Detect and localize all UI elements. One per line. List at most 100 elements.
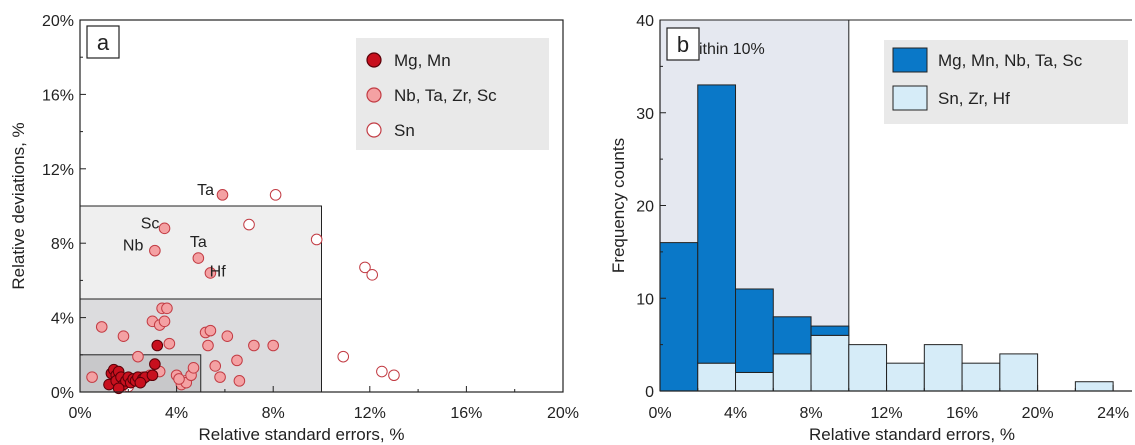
point-pink-26 — [221, 330, 234, 343]
bar-mg-mn-nb-ta-sc-3 — [772, 316, 812, 355]
point-pink-23 — [204, 324, 217, 337]
panel-label-a-box — [86, 25, 120, 59]
annotation-a-3: Ta — [190, 234, 207, 251]
y-tick-label-a-0: 0% — [51, 385, 74, 402]
point-dark-17 — [149, 358, 161, 370]
point-dark-16 — [112, 382, 125, 395]
y-tick-label-a-4: 16% — [42, 87, 74, 104]
point-pink-20 — [187, 362, 200, 374]
point-pink-2 — [149, 244, 161, 257]
y-axis-title-b: Frequency counts — [609, 138, 628, 273]
point-open-2 — [310, 233, 323, 246]
legend-a-marker-0 — [366, 52, 382, 68]
point-dark-19 — [146, 369, 159, 382]
x-tick-label-a-0: 0% — [68, 405, 91, 422]
x-tick-label-b-1: 4% — [724, 405, 747, 422]
bar-sn-zr-hf-6 — [886, 362, 925, 392]
legend-b-swatch-1 — [892, 85, 928, 111]
legend-a-marker-2 — [366, 122, 382, 138]
y-tick-label-a-1: 4% — [51, 311, 74, 328]
point-pink-1 — [158, 222, 171, 235]
legend-b-swatch-0 — [892, 47, 928, 73]
bar-sn-zr-hf-2 — [735, 371, 774, 392]
legend-a-bg — [356, 38, 549, 150]
point-pink-4 — [204, 267, 217, 279]
point-dark-20 — [134, 376, 147, 389]
point-pink-33 — [173, 373, 185, 385]
bar-mg-mn-nb-ta-sc-2 — [735, 288, 774, 373]
bar-mg-mn-nb-ta-sc-0 — [659, 242, 699, 392]
shaded-region-label-b: within 10% — [686, 41, 764, 58]
point-open-0 — [269, 189, 282, 201]
x-tick-label-b-2: 8% — [799, 405, 822, 422]
point-pink-8 — [132, 350, 144, 363]
bar-sn-zr-hf-5 — [848, 344, 888, 392]
y-tick-label-a-5: 20% — [42, 13, 74, 30]
bar-sn-zr-hf-4 — [810, 334, 850, 392]
point-pink-25 — [214, 371, 226, 383]
bar-mg-mn-nb-ta-sc-1 — [697, 84, 737, 364]
bar-sn-zr-hf-11 — [1074, 381, 1114, 392]
point-open-3 — [359, 261, 371, 274]
bar-sn-zr-hf-8 — [961, 362, 1001, 392]
y-tick-label-a-2: 8% — [51, 236, 74, 253]
bar-sn-zr-hf-1 — [697, 362, 737, 392]
y-tick-label-a-3: 12% — [42, 162, 74, 179]
point-pink-24 — [209, 360, 222, 372]
legend-a-label-2: Sn — [394, 121, 415, 140]
x-axis-title-b: Relative standard errors, % — [809, 425, 1015, 444]
y-tick-label-b-4: 40 — [636, 13, 654, 30]
legend-a-marker-1 — [366, 87, 382, 103]
annotation-a-2: Nb — [123, 238, 144, 255]
x-tick-label-a-2: 8% — [262, 405, 285, 422]
point-pink-6 — [95, 321, 108, 333]
point-pink-22 — [202, 339, 214, 352]
point-pink-0 — [216, 189, 229, 201]
point-open-6 — [376, 365, 388, 378]
y-tick-label-b-2: 20 — [636, 199, 654, 216]
bar-sn-zr-hf-9 — [999, 353, 1039, 392]
point-pink-14 — [161, 302, 173, 315]
point-dark-18 — [151, 339, 164, 352]
point-open-5 — [337, 350, 350, 363]
legend-a-label-1: Nb, Ta, Zr, Sc — [394, 86, 497, 105]
legend-b-label-1: Sn, Zr, Hf — [938, 89, 1010, 108]
panel-label-a: a — [97, 30, 110, 55]
panel-label-b: b — [677, 32, 689, 57]
panel-b: within 10% Mg, Mn, Nb, Ta, Sc Sn, Zr, Hf 0%… — [609, 13, 1132, 444]
x-tick-label-b-6: 24% — [1097, 405, 1129, 422]
x-tick-label-b-4: 16% — [946, 405, 978, 422]
point-open-4 — [366, 269, 379, 281]
y-tick-label-b-0: 0 — [645, 384, 654, 401]
point-pink-27 — [231, 354, 243, 367]
point-pink-13 — [158, 315, 171, 328]
y-tick-label-b-3: 30 — [636, 106, 654, 123]
point-pink-7 — [117, 330, 130, 343]
point-open-7 — [388, 369, 400, 382]
x-axis-title-a: Relative standard errors, % — [199, 425, 405, 444]
x-tick-label-a-3: 12% — [354, 405, 386, 422]
x-tick-label-b-0: 0% — [648, 405, 671, 422]
x-tick-label-a-1: 4% — [165, 405, 188, 422]
bar-mg-mn-nb-ta-sc-4 — [810, 325, 850, 336]
bar-sn-zr-hf-3 — [772, 353, 812, 392]
x-tick-label-b-5: 20% — [1022, 405, 1054, 422]
x-tick-label-a-4: 16% — [450, 405, 482, 422]
panel-label-b-box — [666, 27, 700, 61]
point-pink-30 — [267, 339, 280, 352]
annotation-a-4: Hf — [210, 264, 227, 281]
annotation-a-1: Sc — [141, 215, 160, 232]
point-pink-29 — [248, 339, 260, 352]
y-axis-title-a: Relative deviations, % — [9, 122, 28, 289]
point-pink-3 — [192, 252, 205, 264]
legend-a-label-0: Mg, Mn — [394, 51, 451, 70]
point-pink-15 — [163, 337, 176, 350]
point-pink-28 — [233, 375, 246, 387]
legend-b-label-0: Mg, Mn, Nb, Ta, Sc — [938, 51, 1083, 70]
y-tick-label-b-1: 10 — [636, 291, 654, 308]
point-pink-5 — [86, 371, 98, 383]
point-open-1 — [243, 218, 255, 231]
annotation-a-0: Ta — [197, 182, 214, 199]
